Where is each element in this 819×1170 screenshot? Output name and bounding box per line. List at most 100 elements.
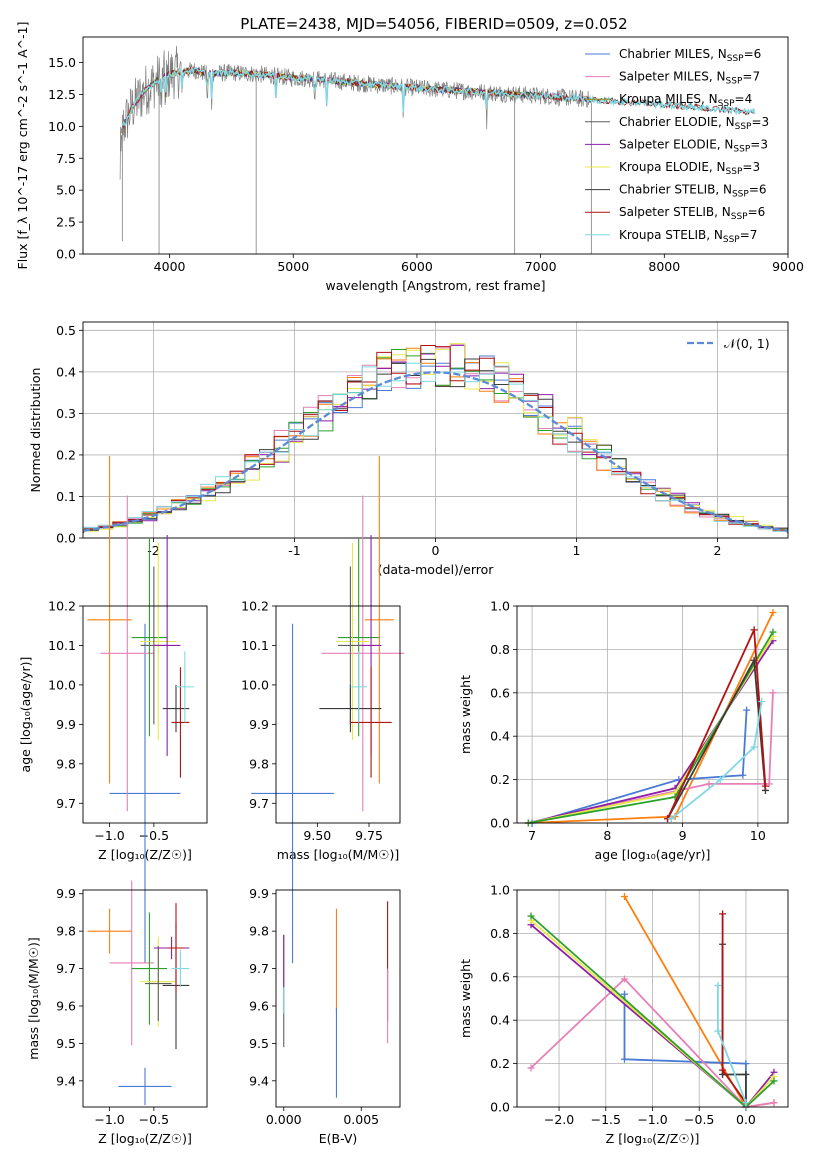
x-tick-label: 8000 xyxy=(648,259,680,274)
plot-frame xyxy=(82,36,789,255)
weight-series-line xyxy=(530,977,775,1108)
y-tick-label: 9.6 xyxy=(56,998,76,1013)
y-tick-label: 10.1 xyxy=(48,638,76,653)
y-tick-label: 0.0 xyxy=(56,531,76,546)
x-tick-label: 5000 xyxy=(277,259,309,274)
y-tick-label: 12.5 xyxy=(48,87,76,102)
plot-frame xyxy=(516,605,789,824)
observed-spectrum-line xyxy=(119,45,591,180)
weight-series-line xyxy=(721,944,747,1103)
weight-marker xyxy=(719,910,727,918)
y-tick-label: 10.2 xyxy=(48,599,76,614)
x-axis-label: mass [log₁₀(M/M☉)] xyxy=(277,847,399,862)
y-axis-label: mass weight xyxy=(458,675,473,754)
y-tick-label: 9.6 xyxy=(249,998,269,1013)
y-tick-label: 9.8 xyxy=(56,756,76,771)
x-tick-label: 8 xyxy=(603,828,611,843)
weight-marker xyxy=(714,981,722,989)
weight-marker xyxy=(750,743,758,751)
weight-marker xyxy=(705,780,713,788)
residuals-panel: -2 -1 0 1 2 0.0 0.1 0.2 0.3 0.4 0.5 (data-model)/er… xyxy=(28,321,789,577)
plot-frame xyxy=(82,605,208,824)
legend-entry: Chabrier ELODIE, NSSP=3 xyxy=(619,115,769,132)
y-tick-label: 10.0 xyxy=(48,119,76,134)
y-tick-label: 9.7 xyxy=(249,961,269,976)
x-tick-label: −0.5 xyxy=(684,1112,714,1127)
x-tick-label: 10 xyxy=(750,828,766,843)
y-tick-label: 0.1 xyxy=(56,489,76,504)
weight-marker xyxy=(742,1060,750,1068)
y-tick-label: 0.8 xyxy=(490,642,510,657)
weight-marker xyxy=(667,815,675,823)
y-axis-label: mass [log₁₀(M/M☉)] xyxy=(26,937,41,1059)
weight-series-line xyxy=(528,692,774,824)
y-axis-label: Flux [f_λ 10^-17 erg cm^-2 s^-1 A^-1] xyxy=(15,22,30,270)
age-vs-mass-panel: 9.50 9.75 9.7 9.8 9.9 10.0 10.1 10.2 mass [log₁₀… xyxy=(241,456,405,964)
y-tick-label: 15.0 xyxy=(48,55,76,70)
y-tick-label: 10.1 xyxy=(241,638,269,653)
y-axis-label: age [log₁₀(age/yr)] xyxy=(18,657,33,773)
y-tick-label: 9.7 xyxy=(249,796,269,811)
weight-vs-age-panel: 7 8 9 10 0.0 0.2 0.4 0.6 0.8 1.0 age [log₁₀(age/yr… xyxy=(458,599,789,862)
weight-marker xyxy=(716,776,724,784)
y-tick-label: 9.4 xyxy=(249,1073,269,1088)
y-tick-label: 0.5 xyxy=(56,323,76,338)
weight-marker xyxy=(770,1077,778,1085)
weight-marker xyxy=(765,780,773,788)
model-spectrum-line xyxy=(121,67,756,127)
y-tick-label: 0.2 xyxy=(56,447,76,462)
x-axis-label: wavelength [Angstrom, rest frame] xyxy=(325,278,545,293)
y-tick-label: 1.0 xyxy=(490,599,510,614)
x-tick-label: 6000 xyxy=(401,259,433,274)
weight-marker xyxy=(758,697,766,705)
y-tick-label: 9.9 xyxy=(56,886,76,901)
x-tick-label: 4000 xyxy=(154,259,186,274)
y-tick-label: 9.9 xyxy=(56,717,76,732)
weight-marker xyxy=(620,1055,628,1063)
x-tick-label: 0.0 xyxy=(736,1112,756,1127)
x-tick-label: 9000 xyxy=(772,259,804,274)
mass-vs-metallicity-panel: −1.0 −0.5 9.4 9.5 9.6 9.7 9.8 9.9 Z [log₁₀(Z/Z☉)… xyxy=(26,880,208,1146)
x-tick-label: −1.0 xyxy=(94,1112,124,1127)
plot-frame xyxy=(516,889,789,1108)
spectrum-title: PLATE=2438, MJD=54056, FIBERID=0509, z=0… xyxy=(240,15,627,33)
weight-marker xyxy=(769,689,777,697)
weight-series-line xyxy=(721,913,747,1107)
y-tick-label: 9.8 xyxy=(249,756,269,771)
normal-curve xyxy=(82,371,789,532)
y-tick-label: 5.0 xyxy=(56,183,76,198)
weight-marker xyxy=(769,628,777,636)
y-tick-label: 7.5 xyxy=(56,151,76,166)
weight-marker xyxy=(761,782,769,790)
plot-frame xyxy=(275,605,401,824)
weight-series-line xyxy=(531,710,748,824)
legend-entry: Kroupa STELIB, NSSP=7 xyxy=(619,228,757,245)
weight-marker xyxy=(743,706,751,714)
y-tick-label: 9.7 xyxy=(56,961,76,976)
y-tick-label: 0.2 xyxy=(490,772,510,787)
weight-marker xyxy=(620,990,628,998)
y-tick-label: 9.9 xyxy=(249,717,269,732)
legend-entry: Salpeter ELODIE, NSSP=3 xyxy=(619,137,768,154)
mass-vs-extinction-panel: 0.000 0.005 9.4 9.5 9.6 9.7 9.8 9.9 E(B-V) xyxy=(249,886,401,1146)
weight-series-line xyxy=(670,701,763,820)
x-tick-label: 2 xyxy=(714,543,722,558)
x-axis-label: Z [log₁₀(Z/Z☉)] xyxy=(606,1131,700,1146)
y-tick-label: 9.5 xyxy=(56,1036,76,1051)
y-tick-label: 9.8 xyxy=(56,924,76,939)
weight-marker xyxy=(527,912,535,920)
y-tick-label: 10.0 xyxy=(48,677,76,692)
weight-marker xyxy=(714,1027,722,1035)
residual-histogram xyxy=(83,358,788,533)
residual-histogram xyxy=(83,362,788,533)
y-tick-label: 0.3 xyxy=(56,406,76,421)
plot-frame xyxy=(82,321,789,539)
y-tick-label: 0.6 xyxy=(490,969,510,984)
weight-marker xyxy=(770,1099,778,1107)
legend-entry: Kroupa MILES, NSSP=4 xyxy=(619,92,752,109)
legend-entry-normal: 𝒩(0, 1) xyxy=(724,336,770,351)
weight-marker xyxy=(739,771,747,779)
x-tick-label: 9 xyxy=(679,828,687,843)
y-tick-label: 0.0 xyxy=(490,816,510,831)
